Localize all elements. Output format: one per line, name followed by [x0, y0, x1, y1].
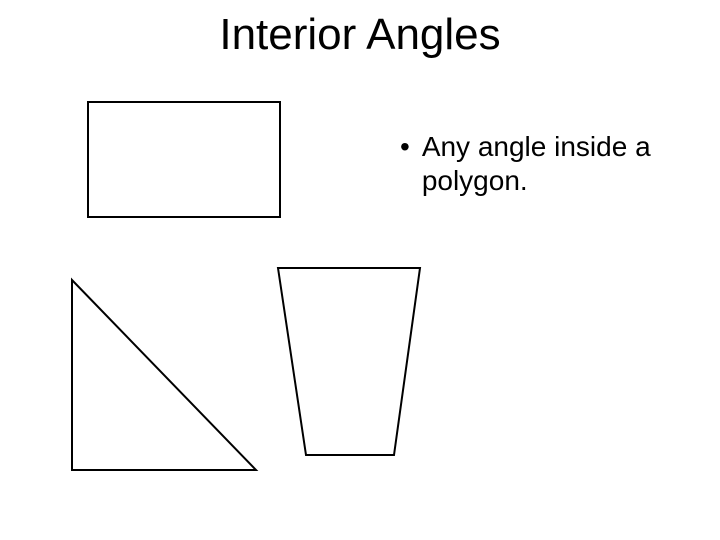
- triangle-shape: [72, 280, 256, 470]
- trapezoid-shape: [278, 268, 420, 455]
- shapes-canvas: [0, 0, 720, 540]
- rectangle-shape: [88, 102, 280, 217]
